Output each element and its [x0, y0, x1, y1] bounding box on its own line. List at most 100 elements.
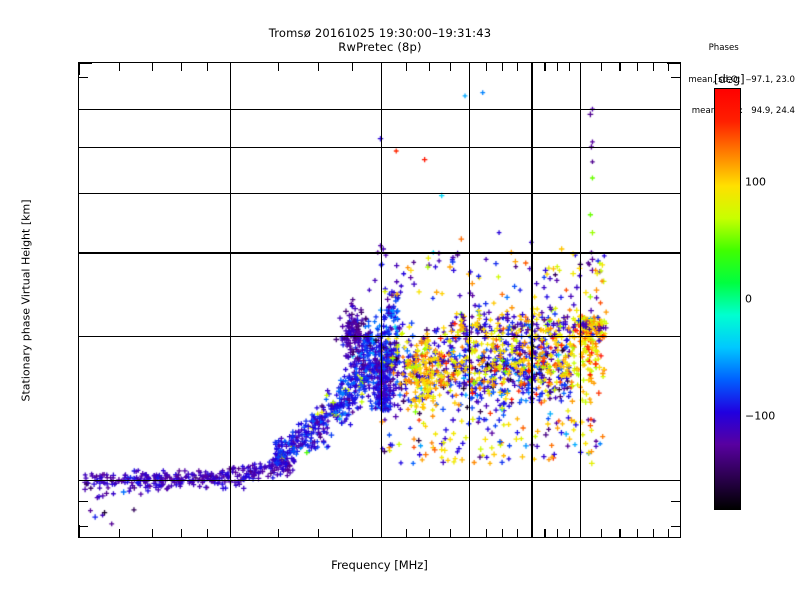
- phase-stat-x-mode: mean, sd,X: 94.9, 24.4: [691, 106, 795, 116]
- x-axis-tick: [429, 529, 431, 537]
- plot-title: Tromsø 20161025 19:30:00–19:31:43 RwPret…: [0, 26, 760, 54]
- x-axis-tick: [579, 525, 581, 537]
- y-axis-tick: [79, 252, 92, 254]
- x-axis-tick: [380, 63, 382, 75]
- colorbar-tick-label: 0: [745, 292, 752, 306]
- x-axis-tick: [531, 525, 533, 537]
- gridline-horizontal: [79, 479, 680, 481]
- x-axis-tick: [429, 63, 431, 71]
- x-axis-tick: [206, 63, 208, 71]
- x-axis-tick: [619, 529, 621, 537]
- x-axis-tick: [468, 63, 470, 75]
- x-axis-tick: [502, 529, 504, 537]
- x-axis-tick: [351, 529, 353, 537]
- x-axis-tick: [636, 529, 638, 537]
- y-axis-tick: [79, 479, 92, 481]
- x-axis-tick: [278, 529, 280, 537]
- x-axis-tick: [79, 525, 81, 537]
- y-axis-tick: [79, 525, 88, 527]
- x-axis-tick: [486, 63, 488, 71]
- y-axis-tick: [79, 501, 88, 503]
- gridline-vertical: [229, 63, 232, 537]
- y-axis-title-text: Stationary phase Virtual Height [km]: [19, 198, 33, 402]
- x-axis-tick: [278, 63, 280, 71]
- y-axis-tick: [671, 77, 680, 79]
- x-axis-tick: [406, 529, 408, 537]
- y-axis-tick: [667, 479, 680, 481]
- x-axis-tick: [531, 63, 533, 75]
- x-axis-tick: [206, 529, 208, 537]
- y-axis-tick: [79, 192, 92, 195]
- plot-area: 75100200300400500600750124681016: [78, 62, 681, 538]
- gridline-horizontal: [79, 109, 680, 111]
- x-axis-tick: [619, 63, 621, 71]
- x-axis-tick: [544, 63, 546, 71]
- gridline-vertical: [579, 63, 582, 537]
- gridline-horizontal: [79, 192, 680, 195]
- x-axis-tick: [152, 529, 154, 537]
- gridline-horizontal: [79, 146, 680, 149]
- x-axis-tick: [636, 63, 638, 71]
- x-axis-tick: [229, 525, 231, 537]
- x-axis-tick: [118, 63, 120, 71]
- x-axis-tick: [556, 63, 559, 71]
- x-axis-tick: [600, 63, 602, 71]
- y-axis-tick: [667, 146, 680, 148]
- x-axis-tick: [468, 525, 470, 537]
- colorbar-tick-label: −100: [745, 409, 776, 423]
- plot-subtitle: RwPretec (8p): [338, 40, 422, 54]
- y-axis-tick: [79, 77, 88, 79]
- x-axis-tick: [517, 63, 519, 71]
- x-axis-tick: [181, 529, 183, 537]
- y-axis-tick: [667, 192, 680, 195]
- gridline-vertical: [531, 63, 533, 537]
- y-axis-tick: [667, 336, 680, 338]
- x-axis-tick: [486, 529, 488, 537]
- x-axis-tick: [118, 529, 120, 537]
- y-axis-tick: [79, 109, 92, 111]
- x-axis-tick: [380, 525, 382, 537]
- colorbar-gradient: [714, 88, 741, 510]
- gridline-horizontal: [79, 336, 680, 338]
- x-axis-tick: [668, 529, 670, 537]
- y-axis-tick: [667, 63, 680, 65]
- x-axis-tick: [449, 63, 451, 71]
- y-axis-tick: [671, 501, 680, 503]
- y-axis-tick: [671, 525, 680, 527]
- x-axis-tick: [317, 63, 320, 71]
- gridline-vertical: [380, 63, 382, 537]
- x-axis-title-text: Frequency [MHz]: [331, 558, 428, 572]
- x-axis-tick: [449, 529, 451, 537]
- x-axis-tick: [152, 63, 154, 71]
- x-axis-tick: [351, 63, 353, 71]
- y-axis-tick: [79, 63, 92, 65]
- y-axis-tick: [667, 252, 680, 254]
- gridline-vertical: [468, 63, 470, 537]
- x-axis-tick: [668, 63, 670, 71]
- x-axis-tick: [568, 529, 570, 537]
- x-axis-tick: [568, 63, 570, 71]
- phase-stat-o-mode: mean, sd,O: ‒97.1, 23.0: [688, 74, 795, 85]
- y-axis-tick: [667, 109, 680, 111]
- x-axis-tick: [556, 529, 559, 537]
- x-axis-tick: [517, 529, 519, 537]
- x-axis-tick: [600, 529, 602, 537]
- colorbar-title: [deg]: [714, 72, 745, 86]
- x-axis-tick: [544, 529, 546, 537]
- x-axis-tick: [653, 63, 655, 71]
- x-axis-tick: [229, 63, 231, 75]
- x-axis-tick: [317, 529, 320, 537]
- x-axis-tick: [653, 529, 655, 537]
- y-axis-tick: [79, 146, 92, 148]
- y-axis-tick: [79, 336, 92, 338]
- x-axis-tick: [406, 63, 408, 71]
- y-axis-title: Stationary phase Virtual Height [km]: [18, 62, 34, 538]
- colorbar-tick-label: 100: [745, 175, 766, 189]
- x-axis-title: Frequency [MHz]: [78, 558, 681, 572]
- colorbar: 100 0 −100: [714, 88, 775, 510]
- gridline-horizontal: [79, 252, 680, 254]
- phase-statistics-heading: Phases: [708, 43, 739, 53]
- x-axis-tick: [502, 63, 504, 71]
- x-axis-tick: [181, 63, 183, 71]
